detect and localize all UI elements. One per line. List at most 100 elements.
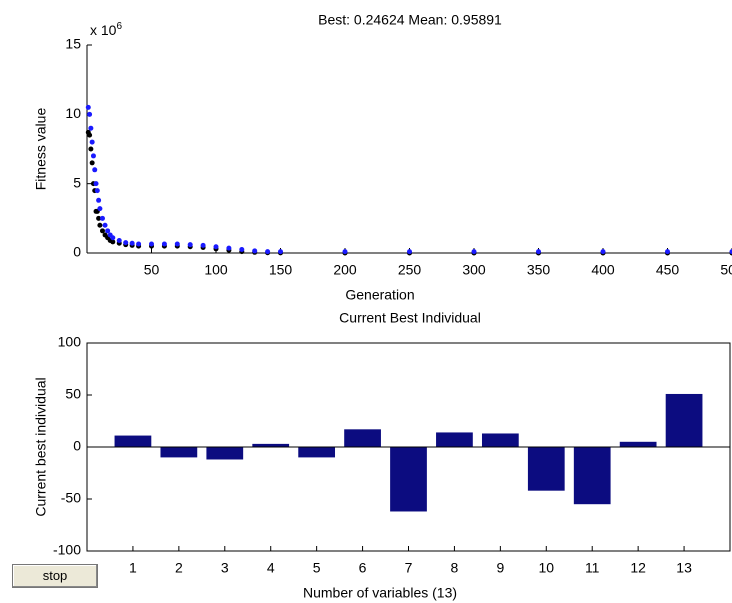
x-axis-label: Number of variables (13) bbox=[303, 585, 457, 601]
point bbox=[471, 249, 477, 255]
x-tick-label: 6 bbox=[359, 560, 367, 576]
x-tick-label: 5 bbox=[313, 560, 321, 576]
x-tick-label: 8 bbox=[451, 560, 459, 576]
y-tick-label: -100 bbox=[53, 542, 81, 558]
point bbox=[200, 242, 206, 248]
bar bbox=[344, 429, 381, 447]
y-tick-label: 10 bbox=[65, 105, 81, 121]
bar bbox=[619, 441, 657, 447]
point bbox=[92, 167, 98, 173]
y-tick-label: 50 bbox=[65, 386, 81, 402]
x-tick-label: 9 bbox=[496, 560, 504, 576]
multiplier-base: x 10 bbox=[90, 22, 117, 38]
x-tick-label: 12 bbox=[630, 560, 646, 576]
point bbox=[96, 215, 102, 221]
x-axis-label: Generation bbox=[345, 287, 414, 303]
point bbox=[407, 249, 412, 255]
point bbox=[110, 235, 116, 241]
x-tick-label: 13 bbox=[676, 560, 692, 576]
point bbox=[174, 241, 180, 247]
chart-title: Best: 0.24624 Mean: 0.95891 bbox=[318, 12, 502, 28]
point bbox=[94, 188, 100, 194]
y-tick-label: 0 bbox=[73, 244, 81, 260]
x-tick-label: 400 bbox=[591, 262, 615, 278]
point bbox=[278, 249, 283, 255]
point bbox=[85, 104, 91, 110]
y-tick-label: -50 bbox=[61, 490, 81, 506]
point bbox=[99, 215, 105, 221]
point bbox=[90, 153, 96, 159]
multiplier-exponent: 6 bbox=[116, 21, 122, 32]
x-tick-label: 250 bbox=[398, 262, 422, 278]
x-tick-label: 7 bbox=[405, 560, 413, 576]
point bbox=[87, 132, 93, 138]
y-tick-label: 5 bbox=[73, 174, 81, 190]
bar bbox=[436, 432, 473, 447]
bar bbox=[573, 447, 611, 505]
x-tick-label: 10 bbox=[538, 560, 554, 576]
point bbox=[89, 160, 95, 166]
y-tick-label: 15 bbox=[65, 36, 81, 52]
point bbox=[87, 111, 93, 117]
point bbox=[239, 247, 245, 253]
bar bbox=[206, 447, 244, 460]
y-tick-label: 0 bbox=[73, 438, 81, 454]
bar bbox=[114, 435, 152, 447]
bar bbox=[527, 447, 565, 491]
point bbox=[97, 206, 103, 212]
x-tick-label: 450 bbox=[656, 262, 680, 278]
point bbox=[123, 240, 129, 246]
x-tick-label: 150 bbox=[269, 262, 293, 278]
y-axis-label: Fitness value bbox=[33, 108, 49, 191]
point bbox=[129, 240, 135, 246]
point bbox=[187, 242, 193, 248]
bar bbox=[665, 393, 703, 447]
chart-title: Current Best Individual bbox=[339, 310, 481, 326]
point bbox=[136, 241, 142, 247]
point bbox=[342, 249, 348, 255]
x-tick-label: 3 bbox=[221, 560, 229, 576]
x-tick-label: 11 bbox=[585, 560, 600, 576]
y-tick-label: 100 bbox=[58, 334, 82, 350]
point bbox=[116, 238, 122, 244]
bar bbox=[481, 433, 519, 447]
x-tick-label: 200 bbox=[333, 262, 357, 278]
point bbox=[149, 241, 154, 247]
x-tick-label: 350 bbox=[527, 262, 551, 278]
bar bbox=[160, 447, 198, 458]
x-tick-label: 500 bbox=[720, 262, 732, 278]
point bbox=[88, 146, 94, 152]
point bbox=[161, 241, 167, 247]
point bbox=[213, 244, 219, 250]
point bbox=[536, 249, 541, 255]
point bbox=[226, 245, 232, 251]
point bbox=[97, 222, 103, 228]
point bbox=[110, 239, 116, 245]
y-multiplier: x 106 bbox=[90, 21, 122, 38]
x-tick-label: 2 bbox=[175, 560, 183, 576]
point bbox=[729, 249, 732, 255]
point bbox=[600, 249, 606, 255]
x-tick-label: 300 bbox=[462, 262, 486, 278]
point bbox=[96, 197, 102, 203]
point bbox=[105, 228, 111, 234]
x-tick-label: 4 bbox=[267, 560, 275, 576]
y-axis-label: Current best individual bbox=[33, 377, 49, 516]
point bbox=[265, 249, 271, 255]
x-tick-label: 100 bbox=[204, 262, 228, 278]
bar bbox=[252, 443, 290, 447]
bar bbox=[298, 447, 336, 458]
x-tick-label: 1 bbox=[129, 560, 137, 576]
x-tick-label: 50 bbox=[144, 262, 160, 278]
bar bbox=[390, 447, 427, 512]
point bbox=[102, 222, 108, 228]
point bbox=[88, 125, 94, 131]
point bbox=[665, 249, 670, 255]
stop-button[interactable]: stop bbox=[12, 564, 98, 588]
point bbox=[252, 248, 258, 254]
point bbox=[93, 181, 99, 187]
point bbox=[99, 228, 105, 234]
point bbox=[89, 139, 95, 145]
